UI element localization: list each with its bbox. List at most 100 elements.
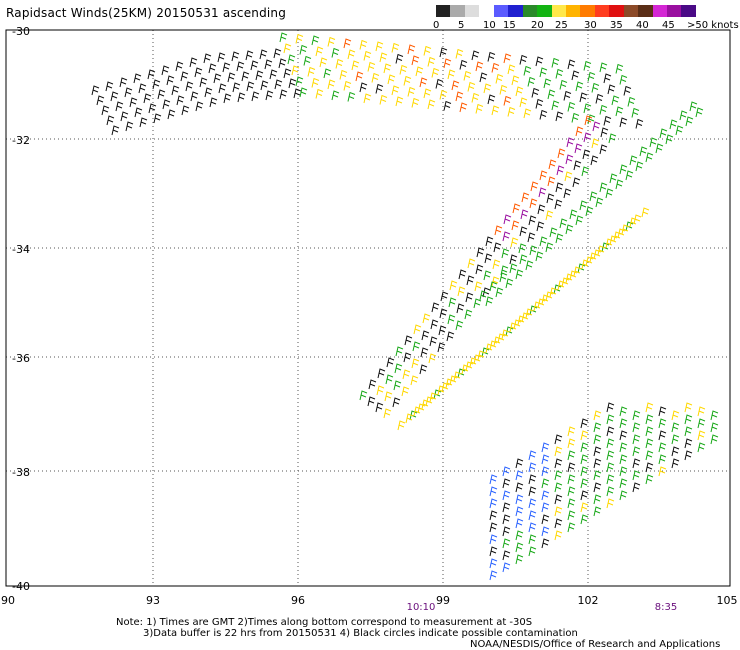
wind-barb bbox=[541, 294, 550, 305]
wind-barb bbox=[446, 331, 455, 342]
wind-barb bbox=[697, 430, 706, 441]
wind-barb bbox=[557, 280, 566, 291]
wind-barb bbox=[502, 562, 511, 573]
wind-barb bbox=[204, 87, 213, 98]
wind-barb bbox=[519, 54, 528, 65]
wind-barb bbox=[91, 85, 100, 96]
y-axis-label: -40 bbox=[12, 580, 30, 593]
wind-barb bbox=[115, 101, 124, 112]
wind-barb bbox=[443, 58, 452, 69]
wind-barb bbox=[427, 99, 436, 110]
wind-barb bbox=[403, 75, 412, 86]
wind-barb bbox=[567, 522, 576, 533]
wind-barb bbox=[523, 65, 532, 76]
wind-barb bbox=[580, 442, 589, 453]
wind-barb bbox=[685, 116, 694, 127]
wind-barb bbox=[509, 254, 518, 265]
wind-barb bbox=[232, 82, 241, 93]
wind-barb bbox=[555, 111, 564, 122]
wind-barb bbox=[492, 259, 501, 270]
wind-barb bbox=[327, 79, 336, 90]
wind-barb bbox=[608, 133, 617, 144]
wind-barb bbox=[213, 73, 222, 84]
wind-barb bbox=[386, 357, 395, 368]
wind-barb bbox=[587, 71, 596, 82]
wind-barb bbox=[535, 251, 544, 262]
wind-barb bbox=[315, 88, 324, 99]
legend-label: >50 knots bbox=[687, 20, 739, 31]
wind-barb bbox=[671, 422, 680, 433]
wind-barb bbox=[515, 530, 524, 541]
wind-barb bbox=[645, 152, 654, 163]
wind-barb bbox=[367, 396, 376, 407]
wind-barb bbox=[632, 410, 641, 421]
wind-barb bbox=[483, 270, 492, 281]
wind-barb bbox=[291, 65, 300, 76]
wind-barb bbox=[515, 269, 524, 280]
wind-barb bbox=[555, 233, 564, 244]
wind-barb bbox=[461, 364, 470, 375]
wind-barb bbox=[471, 92, 480, 103]
wind-barb bbox=[440, 291, 449, 302]
wind-barb bbox=[593, 446, 602, 457]
wind-barb bbox=[236, 61, 245, 72]
wind-barb bbox=[476, 247, 485, 258]
wind-barb bbox=[519, 226, 528, 237]
wind-barb bbox=[479, 72, 488, 83]
wind-barb bbox=[527, 232, 536, 243]
wind-barb bbox=[489, 534, 498, 545]
wind-barb bbox=[111, 125, 120, 136]
wind-barb bbox=[385, 374, 394, 385]
wind-barb bbox=[458, 269, 467, 280]
wind-barb bbox=[615, 179, 624, 190]
wind-barb bbox=[515, 554, 524, 565]
wind-barb bbox=[375, 402, 384, 413]
wind-barb bbox=[528, 534, 537, 545]
wind-barb bbox=[523, 108, 532, 119]
wind-barb bbox=[439, 89, 448, 100]
wind-barb bbox=[539, 67, 548, 78]
wind-barb bbox=[573, 266, 582, 277]
wind-barb bbox=[439, 47, 448, 58]
wind-barb bbox=[399, 64, 408, 75]
wind-barb bbox=[199, 77, 208, 88]
wind-barb bbox=[222, 62, 231, 73]
wind-barb bbox=[315, 46, 324, 57]
wind-barb bbox=[491, 62, 500, 73]
wind-barb bbox=[507, 64, 516, 75]
wind-barb bbox=[580, 430, 589, 441]
legend-label: 15 bbox=[503, 20, 516, 31]
wind-barb bbox=[530, 181, 539, 192]
wind-barb bbox=[299, 87, 308, 98]
wind-barb bbox=[311, 77, 320, 88]
wind-barb bbox=[591, 138, 600, 149]
wind-barb bbox=[658, 466, 667, 477]
wind-barb bbox=[119, 77, 128, 88]
wind-barb bbox=[120, 111, 129, 122]
wind-barb bbox=[593, 470, 602, 481]
wind-barb bbox=[363, 93, 372, 104]
wind-barb bbox=[619, 430, 628, 441]
wind-barb bbox=[528, 546, 537, 557]
wind-barb bbox=[629, 155, 638, 166]
wind-barb bbox=[410, 375, 419, 386]
wind-barb bbox=[203, 53, 212, 64]
wind-barb bbox=[554, 494, 563, 505]
wind-barb bbox=[503, 95, 512, 106]
wind-barb bbox=[607, 84, 616, 95]
wind-barb bbox=[575, 81, 584, 92]
wind-barb bbox=[217, 52, 226, 63]
wind-barb bbox=[619, 442, 628, 453]
wind-barb bbox=[546, 193, 555, 204]
wind-barb bbox=[605, 188, 614, 199]
wind-barb bbox=[595, 197, 604, 208]
wind-barb bbox=[632, 458, 641, 469]
wind-barb bbox=[528, 498, 537, 509]
wind-barb bbox=[554, 470, 563, 481]
wind-barb bbox=[547, 89, 556, 100]
wind-barb bbox=[376, 385, 385, 396]
wind-barb bbox=[697, 418, 706, 429]
wind-barb bbox=[541, 502, 550, 513]
wind-barb bbox=[541, 490, 550, 501]
wind-barb bbox=[593, 506, 602, 517]
